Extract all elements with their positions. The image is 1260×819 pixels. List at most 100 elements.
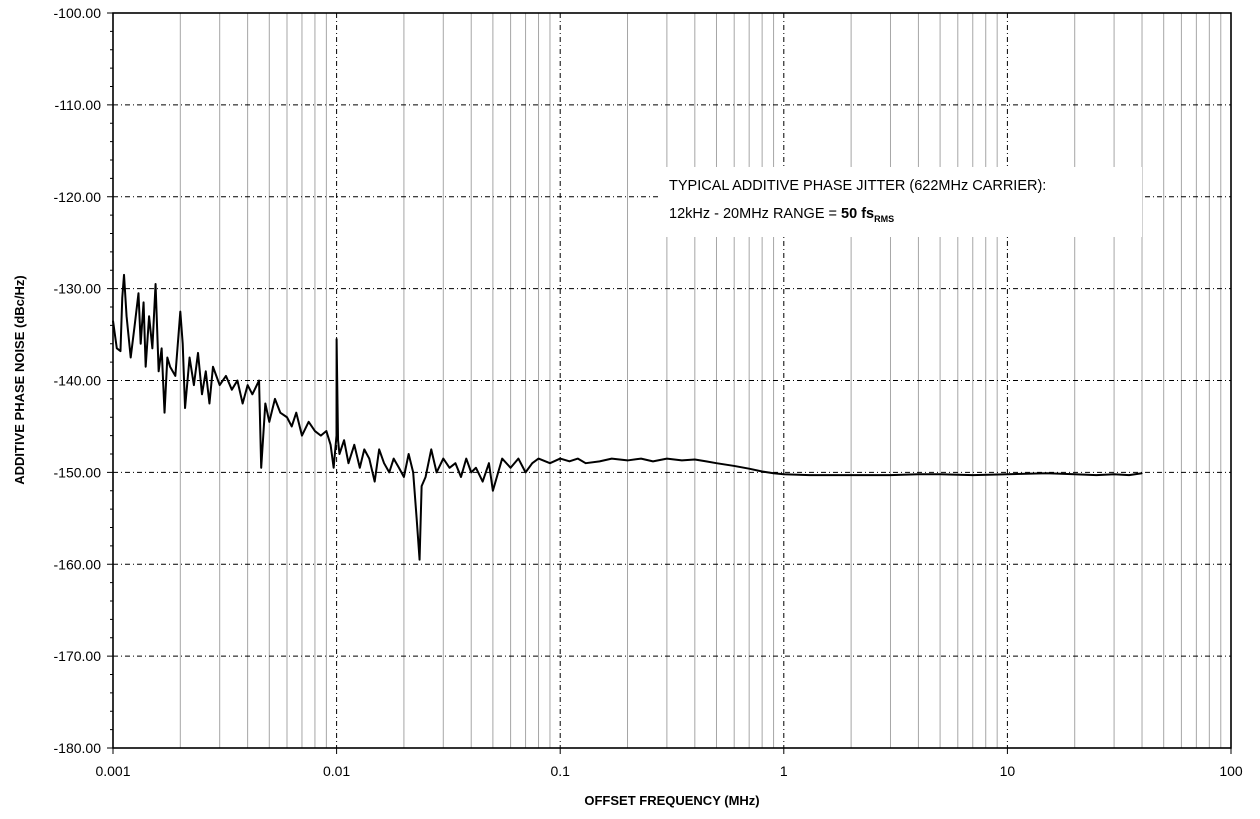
x-tick-label: 0.001 — [95, 763, 130, 779]
data-point — [850, 474, 852, 476]
data-point — [416, 517, 418, 519]
data-point — [182, 343, 184, 345]
y-axis-title: ADDITIVE PHASE NOISE (dBc/Hz) — [12, 275, 27, 484]
data-point — [231, 389, 233, 391]
data-point — [611, 457, 613, 460]
data-point — [652, 460, 654, 462]
data-point — [1046, 472, 1048, 474]
data-point — [291, 425, 293, 428]
data-point — [378, 448, 380, 451]
data-point — [408, 453, 410, 455]
data-point — [368, 457, 370, 460]
data-point — [169, 366, 171, 368]
data-point — [783, 473, 785, 475]
data-point — [488, 462, 490, 464]
x-tick-label: 100 — [1219, 763, 1243, 779]
data-point — [335, 435, 338, 437]
y-tick-label: -130.00 — [54, 281, 102, 297]
data-point — [274, 398, 276, 400]
data-point — [258, 379, 260, 382]
series-layer — [112, 273, 1143, 561]
data-point — [733, 465, 735, 467]
data-point — [626, 459, 629, 462]
data-point — [559, 457, 561, 460]
jitter-annotation: TYPICAL ADDITIVE PHASE JITTER (622MHz CA… — [660, 167, 1142, 237]
annotation-jitter-unit: RMS — [874, 214, 894, 224]
y-tick-label: -170.00 — [54, 648, 102, 664]
data-point — [1006, 473, 1009, 475]
data-point — [388, 471, 390, 473]
data-point — [681, 459, 683, 462]
annotation-background — [660, 167, 1142, 237]
data-point — [454, 462, 457, 464]
data-point — [123, 274, 125, 276]
x-axis-title: OFFSET FREQUENCY (MHz) — [584, 793, 759, 808]
data-point — [174, 375, 176, 377]
data-point — [418, 559, 421, 561]
data-point — [772, 472, 775, 474]
data-point — [119, 350, 122, 352]
data-point — [201, 393, 203, 395]
data-point — [336, 338, 338, 340]
data-point — [482, 480, 484, 483]
data-point — [268, 421, 270, 423]
data-point — [308, 421, 310, 423]
data-point — [279, 412, 281, 414]
data-point — [219, 384, 221, 386]
data-point — [329, 444, 332, 446]
data-point — [353, 444, 355, 446]
data-point — [585, 462, 587, 464]
data-point — [421, 485, 423, 487]
data-point — [325, 430, 327, 432]
data-point — [333, 467, 335, 469]
y-tick-label: -160.00 — [54, 556, 102, 572]
data-point — [359, 467, 361, 469]
data-point — [917, 473, 920, 475]
data-point — [320, 435, 322, 437]
y-tick-label: -140.00 — [54, 373, 102, 389]
data-point — [260, 467, 262, 469]
data-point — [748, 468, 750, 470]
data-point — [834, 474, 836, 476]
data-point — [130, 356, 132, 359]
data-point — [509, 467, 512, 469]
data-point — [343, 439, 345, 441]
data-point — [448, 467, 451, 469]
data-point — [1095, 474, 1097, 476]
data-point — [577, 457, 579, 460]
data-point — [1074, 473, 1076, 475]
data-point — [475, 467, 477, 469]
data-point — [939, 473, 941, 475]
data-point — [363, 448, 365, 451]
annotation-line-2: 12kHz - 20MHz RANGE = 50 fsRMS — [669, 206, 894, 224]
data-point — [184, 407, 186, 409]
data-point — [568, 460, 571, 462]
data-point — [193, 384, 195, 386]
data-point — [424, 476, 427, 478]
y-tick-label: -120.00 — [54, 189, 102, 205]
data-point — [1128, 474, 1130, 476]
data-point — [236, 379, 238, 382]
y-tick-label: -100.00 — [54, 5, 102, 21]
data-point — [247, 384, 249, 386]
data-point — [188, 356, 191, 359]
data-point — [161, 347, 163, 349]
data-point — [435, 471, 438, 473]
data-point — [197, 352, 199, 354]
data-point — [225, 375, 227, 377]
data-point — [140, 343, 142, 345]
data-point — [808, 474, 810, 476]
data-point — [705, 460, 707, 462]
data-point — [1113, 473, 1115, 475]
y-tick-label: -110.00 — [55, 97, 102, 113]
data-point — [442, 457, 444, 460]
data-point — [347, 462, 350, 464]
y-tick-label: -150.00 — [54, 464, 102, 480]
data-point — [430, 448, 432, 451]
data-point — [242, 402, 244, 405]
data-point — [301, 435, 303, 437]
data-point — [145, 366, 147, 368]
data-point — [694, 458, 696, 461]
data-point — [125, 315, 128, 317]
